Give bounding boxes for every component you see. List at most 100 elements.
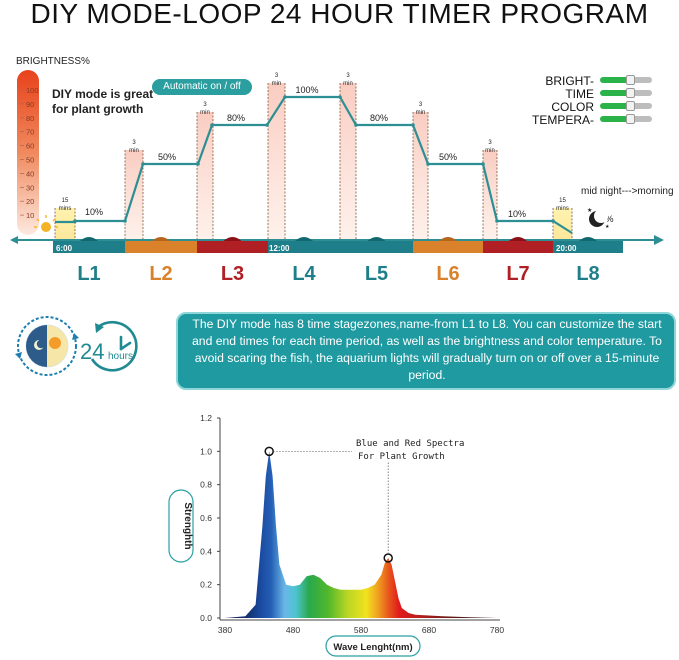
ramp-duration-unit: min	[343, 81, 353, 87]
setting-label: BRIGHT-	[545, 74, 594, 88]
settings-legend: BRIGHT- TIME COLOR TEMPERA-	[516, 74, 656, 127]
curve-point	[141, 162, 145, 166]
brightness-level-label: 80%	[227, 113, 245, 123]
transition-zones	[54, 83, 573, 240]
x-tick-label: 680	[422, 625, 436, 635]
curve-point	[481, 162, 485, 166]
brightness-tick: 60	[26, 142, 34, 151]
y-tick-label: 1.2	[200, 413, 212, 423]
brightness-tick: 10	[26, 211, 34, 220]
x-tick-label: 380	[218, 625, 232, 635]
cycle-clock-badge: 24 hours	[15, 316, 138, 376]
brightness-tick: 100	[26, 86, 39, 95]
curve-point	[551, 219, 555, 223]
time-marker: 6:00	[56, 244, 73, 253]
curve-point	[426, 162, 430, 166]
setting-label: TEMPERA-	[531, 113, 594, 127]
stage-label: L2	[149, 263, 172, 285]
stage-bar-fish-icon	[579, 237, 597, 241]
diy-note-line1: DIY mode is great	[52, 87, 154, 101]
stage-label: L7	[506, 263, 529, 285]
stage-label: L1	[77, 263, 100, 285]
automatic-on-off-badge: Automatic on / off	[152, 79, 252, 95]
stage-bar-fish-icon	[152, 237, 170, 241]
transition-zone	[553, 208, 572, 240]
y-tick-label: 0.0	[200, 613, 212, 623]
brightness-level-label: 50%	[439, 152, 457, 162]
brightness-tick: 30	[26, 183, 34, 192]
curve-point	[210, 123, 214, 127]
stage-label: L6	[436, 263, 459, 285]
setting-label: COLOR	[551, 100, 594, 114]
time-axis-arrowhead	[654, 235, 664, 245]
brightness-level-label: 10%	[85, 207, 103, 217]
brightness-tick: 90	[26, 100, 34, 109]
brightness-tick: 50	[26, 156, 34, 165]
transition-zone	[413, 112, 428, 240]
ramp-duration-number: 3	[275, 73, 279, 79]
curve-point	[283, 95, 287, 99]
setting-row-temperature: TEMPERA-	[516, 113, 656, 127]
ramp-duration-number: 3	[203, 102, 207, 108]
setting-label: TIME	[565, 87, 594, 101]
stage-bar	[53, 241, 125, 253]
spectrum-x-ticks: 380 480 580 680 780	[218, 625, 504, 635]
stage-bar-fish-icon	[509, 237, 527, 241]
spectrum-y-ticks: 0.0 0.2 0.4 0.6 0.8 1.0 1.2	[200, 413, 220, 623]
y-axis-label-box	[168, 489, 194, 563]
slider-knob-icon	[626, 88, 635, 98]
slider-knob-icon	[626, 101, 635, 111]
x-axis-label: Wave Lenght(nm)	[333, 642, 412, 653]
clock-24-hours-icon: 24 hours	[80, 320, 138, 372]
setting-row-color: COLOR	[516, 100, 656, 114]
timer-diagram: 100 90 80 70 60 50 40 30 20 10 L1 L2 L3 L4 L5 L6 L7 L8 6:…	[10, 70, 664, 285]
moon-icon: ★ ★	[587, 207, 610, 230]
brightness-level-label: 100%	[295, 85, 318, 95]
x-axis-label-box	[325, 635, 421, 657]
stage-bar	[197, 241, 268, 253]
x-tick-label: 780	[490, 625, 504, 635]
y-tick-label: 0.4	[200, 546, 212, 556]
spectrum-area	[225, 451, 497, 618]
ramp-duration-number: 15	[62, 198, 69, 204]
x-tick-label: 480	[286, 625, 300, 635]
stage-bar	[553, 241, 623, 253]
brightness-level-label: 50%	[158, 152, 176, 162]
stage-label: L3	[221, 263, 244, 285]
spectrum-peaks	[264, 446, 393, 563]
stage-label: L5	[365, 263, 388, 285]
stage-bar	[413, 241, 483, 253]
ramp-duration-number: 3	[346, 73, 350, 79]
ramp-duration-unit: min	[416, 110, 426, 116]
stage-bar-fish-icon	[223, 237, 242, 241]
ramp-duration-unit: min	[129, 148, 139, 154]
curve-point	[265, 123, 269, 127]
curve-point	[495, 219, 499, 223]
sun-icon	[34, 215, 58, 232]
ramp-duration-number: 15	[559, 198, 566, 204]
stage-bar	[268, 241, 340, 253]
description-text: The DIY mode has 8 time stagezones,name-…	[192, 317, 662, 382]
midnight-morning-label: mid night--->morning	[581, 186, 674, 197]
ramp-duration-unit: mins	[556, 206, 569, 212]
time-axis-tail	[10, 236, 18, 244]
brightness-tick: 70	[26, 128, 34, 137]
transition-zone	[197, 112, 213, 240]
y-axis-label: Strenghth	[182, 502, 193, 549]
brightness-scale-ticks: 100 90 80 70 60 50 40 30 20 10	[20, 86, 39, 220]
ramp-duration-unit: mins	[59, 206, 72, 212]
stage-bar	[483, 241, 553, 253]
ramp-duration-unit: min	[200, 110, 210, 116]
spectrum-chart: 0.0 0.2 0.4 0.6 0.8 1.0 1.2 380 480 580 680 780 Bl…	[168, 413, 504, 657]
annotation-line2: For Plant Growth	[358, 452, 445, 462]
diy-note-line2: for plant growth	[52, 102, 144, 116]
x-tick-label: 580	[354, 625, 368, 635]
annotation-line1: Blue and Red Spectra	[356, 439, 464, 449]
day-night-cycle-icon	[15, 316, 79, 376]
clock-unit: hours	[108, 351, 133, 362]
ramp-duration-number: 3	[132, 140, 136, 146]
y-tick-label: 0.2	[200, 580, 212, 590]
description-panel	[176, 312, 676, 390]
brightness-tick: 80	[26, 114, 34, 123]
y-tick-label: 0.8	[200, 480, 212, 490]
